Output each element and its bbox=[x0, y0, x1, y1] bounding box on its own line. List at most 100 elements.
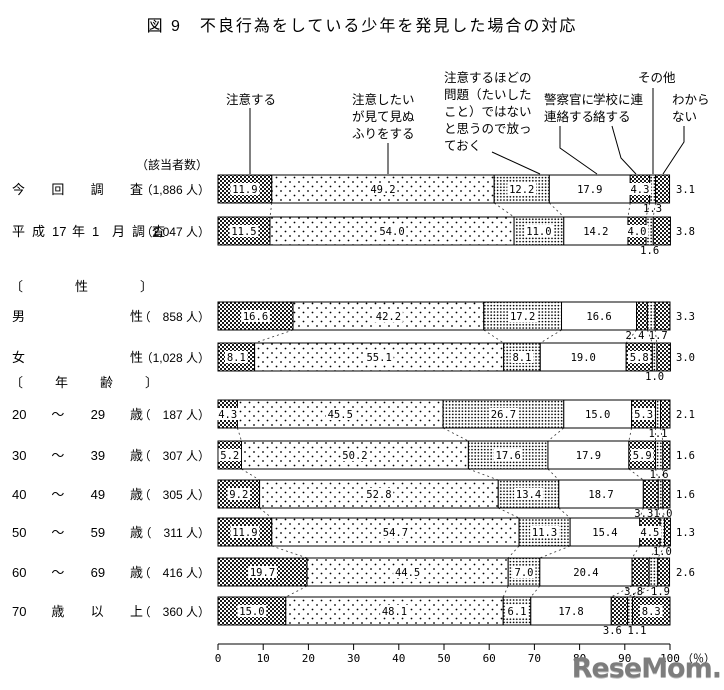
connector-line bbox=[628, 427, 632, 442]
connector-line bbox=[547, 427, 565, 442]
row-label-token: 60 bbox=[12, 565, 26, 580]
row-count: （ 416 人） bbox=[139, 566, 210, 580]
value-label-box bbox=[586, 488, 616, 500]
value-label: 19.0 bbox=[571, 352, 596, 364]
row-count: （ 311 人） bbox=[140, 526, 210, 540]
row-label-token: 上 bbox=[130, 604, 143, 619]
value-label-box bbox=[364, 351, 394, 363]
category-label-text: ふりをする bbox=[352, 127, 415, 141]
row-label-token: 男 bbox=[12, 309, 25, 324]
connector-line bbox=[502, 585, 509, 598]
value-label: 15.4 bbox=[592, 527, 617, 539]
row-label-token: 70 bbox=[12, 604, 26, 619]
bar-row-2: 平成 17 年 1 月調査（2,047 人） 11.5 54.0 11.0 14.2 4.0 1.6… bbox=[12, 216, 695, 257]
value-label-box bbox=[505, 605, 529, 617]
row-label-token: 歳 bbox=[130, 565, 143, 580]
category-leader-line bbox=[611, 125, 637, 175]
connector-line bbox=[627, 202, 631, 218]
row-label-token: 女 bbox=[12, 350, 25, 365]
bar-segment-6 bbox=[657, 479, 664, 509]
value-label-box bbox=[377, 225, 407, 237]
value-label-box bbox=[568, 351, 598, 363]
bar-segment-7 bbox=[660, 399, 671, 429]
bar-segment-3 bbox=[513, 216, 565, 246]
value-label: 6.1 bbox=[508, 606, 527, 618]
category-label-text: と思うので放っ bbox=[444, 121, 532, 136]
value-label-box bbox=[325, 408, 355, 420]
value-label: 17.8 bbox=[558, 606, 583, 618]
axis-tick-label: 30 bbox=[347, 652, 360, 665]
row-label-token: 30 bbox=[12, 448, 26, 463]
bar-segment-5 bbox=[642, 479, 659, 509]
value-label: 5.8 bbox=[630, 352, 649, 364]
connector-line bbox=[483, 329, 504, 344]
bar-row-8: 50 ～ 59 歳（ 311 人） 11.9 54.7 11.3 15.4 4.5 1.0 1.3 bbox=[12, 517, 695, 558]
category-label-text: が見て見ぬ bbox=[352, 109, 415, 124]
connector-line bbox=[547, 468, 560, 481]
connector-line bbox=[657, 545, 665, 559]
category-label-text: 連絡する bbox=[544, 109, 594, 124]
connector-line bbox=[540, 329, 562, 344]
axis-tick-label: 50 bbox=[437, 652, 450, 665]
category-label-text: 注意する bbox=[226, 92, 276, 107]
connector-line bbox=[269, 202, 273, 218]
value-label-box bbox=[230, 526, 260, 538]
category-label-text: その他 bbox=[638, 71, 676, 85]
bar-row-1: 今 回 調 査（1,886 人） 11.9 49.2 12.2 17.9 4.3 1.3 3.1 bbox=[12, 174, 695, 215]
value-label-below: 3.3 bbox=[634, 508, 653, 520]
value-label: 15.0 bbox=[239, 606, 264, 618]
value-label-box bbox=[530, 526, 559, 538]
axis-tick-label: 20 bbox=[302, 652, 315, 665]
bar-segment-7 bbox=[656, 342, 671, 372]
connector-line bbox=[285, 585, 308, 598]
bar-segment-7 bbox=[664, 517, 671, 547]
value-label-right: 2.1 bbox=[676, 409, 695, 421]
value-label-box bbox=[493, 449, 523, 461]
row-label-token: 歳 bbox=[130, 448, 143, 463]
row-label-token: ～ bbox=[51, 565, 64, 580]
value-label-box bbox=[625, 225, 649, 237]
value-label: 9.2 bbox=[229, 489, 248, 501]
connector-line bbox=[611, 585, 633, 598]
bar-segment-7 bbox=[662, 479, 671, 509]
row-count: （ 858 人） bbox=[139, 310, 210, 324]
value-label-box bbox=[229, 225, 259, 237]
watermark: ReseMom. bbox=[571, 653, 722, 684]
bar-segment-3 bbox=[442, 399, 565, 429]
connector-line bbox=[241, 468, 260, 481]
value-label-box bbox=[581, 225, 611, 237]
bar-segment-5 bbox=[610, 596, 629, 626]
x-axis: 0 10 20 30 40 50 60 70 80 90 100 （％） bbox=[215, 643, 715, 665]
axis-tick-label: 0 bbox=[215, 652, 222, 665]
axis-tick-label: 100 bbox=[660, 652, 680, 665]
connector-line bbox=[639, 507, 644, 519]
value-label-below: 1.9 bbox=[651, 586, 670, 598]
row-label-token: 歳 bbox=[130, 487, 143, 502]
bar-segment-7 bbox=[652, 216, 671, 246]
axis-tick-label: 10 bbox=[257, 652, 270, 665]
row-label-token: 17 bbox=[52, 224, 66, 239]
row-label-token: ～ bbox=[51, 407, 64, 422]
axis-tick-label: 60 bbox=[483, 652, 496, 665]
row-label-token: 歳 bbox=[130, 407, 143, 422]
connector-line bbox=[507, 545, 520, 559]
row-label-token: 査 bbox=[130, 182, 143, 197]
value-label-box bbox=[632, 408, 655, 420]
row-count: （ 360 人） bbox=[139, 605, 210, 619]
value-label-box bbox=[590, 526, 620, 538]
row-label-token: 29 bbox=[91, 407, 105, 422]
bar-segment-6 bbox=[655, 399, 662, 429]
category-label-text: 警察官に bbox=[544, 92, 594, 107]
value-label-box bbox=[374, 310, 403, 322]
value-label-box bbox=[230, 183, 260, 195]
value-label-right: 1.3 bbox=[676, 527, 695, 539]
row-label-token: 平 bbox=[12, 224, 25, 239]
row-label-token: ～ bbox=[51, 525, 64, 540]
row-label-token: 年 bbox=[72, 224, 85, 239]
row-label-token: 査 bbox=[152, 224, 165, 239]
respondents-header: （該当者数） bbox=[136, 157, 208, 172]
value-label-box bbox=[575, 183, 605, 195]
